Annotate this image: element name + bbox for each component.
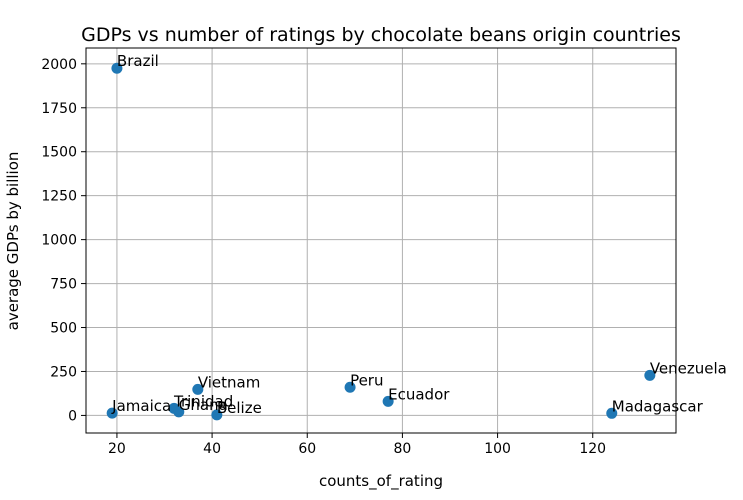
- y-tick-label: 1000: [41, 233, 77, 249]
- y-tick-label: 2000: [41, 57, 77, 73]
- y-tick-label: 500: [50, 321, 77, 337]
- data-point: [344, 381, 356, 393]
- data-point: [173, 406, 185, 418]
- point-label: Brazil: [117, 52, 159, 70]
- data-point: [211, 409, 223, 421]
- data-point: [192, 383, 204, 395]
- x-tick-label: 100: [484, 441, 511, 457]
- chart-title: GDPs vs number of ratings by chocolate b…: [81, 24, 681, 46]
- x-tick-label: 80: [393, 441, 411, 457]
- x-tick-label: 40: [203, 441, 221, 457]
- x-axis-label: counts_of_rating: [319, 472, 443, 491]
- y-tick-label: 250: [50, 364, 77, 380]
- plot-frame: [85, 47, 677, 434]
- point-label: Madagascar: [612, 397, 704, 415]
- y-tick-label: 1250: [41, 189, 77, 205]
- grid-layer: [86, 48, 676, 433]
- point-label: Trinidad: [173, 392, 233, 410]
- point-label: Jamaica: [111, 397, 171, 415]
- y-axis-label: average GDPs by billion: [4, 152, 22, 331]
- y-tick-label: 1500: [41, 145, 77, 161]
- x-tick-label: 60: [298, 441, 316, 457]
- point-label: Ecuador: [388, 385, 450, 403]
- y-tick-label: 750: [50, 277, 77, 293]
- point-label: Peru: [350, 371, 383, 389]
- x-tick-label: 20: [108, 441, 126, 457]
- y-tick-label: 1750: [41, 101, 77, 117]
- tick-layer: 20 40 60 80 100 120 0 250 500 750 1000 1250 1500 1750…: [41, 57, 606, 457]
- data-point: [111, 62, 123, 74]
- data-point: [644, 369, 656, 381]
- y-tick-label: 0: [68, 408, 77, 424]
- point-label: Vietnam: [198, 373, 261, 391]
- data-point: [382, 395, 394, 407]
- data-point: [606, 407, 618, 419]
- point-label: Belize: [217, 399, 262, 417]
- x-tick-label: 120: [579, 441, 606, 457]
- points-layer: [106, 62, 656, 421]
- point-label: Ghana: [179, 396, 228, 414]
- data-point: [106, 407, 118, 419]
- point-label: Venezuela: [650, 359, 727, 377]
